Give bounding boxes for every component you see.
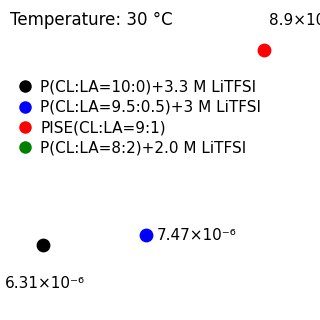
Point (41, 242, 46, 247)
Text: 8.9×10⁻⁶: 8.9×10⁻⁶ (269, 13, 320, 28)
Text: 6.31×10⁻⁶: 6.31×10⁻⁶ (5, 276, 85, 291)
Point (261, 47, 267, 52)
Point (143, 233, 148, 238)
Text: 7.47×10⁻⁶: 7.47×10⁻⁶ (157, 228, 236, 243)
Text: Temperature: 30 °C: Temperature: 30 °C (10, 11, 172, 29)
Legend: P(CL:LA=10:0)+3.3 M LiTFSI, P(CL:LA=9.5:0.5)+3 M LiTFSI, PISE(CL:LA=9:1), P(CL:L: P(CL:LA=10:0)+3.3 M LiTFSI, P(CL:LA=9.5:… (17, 80, 261, 156)
